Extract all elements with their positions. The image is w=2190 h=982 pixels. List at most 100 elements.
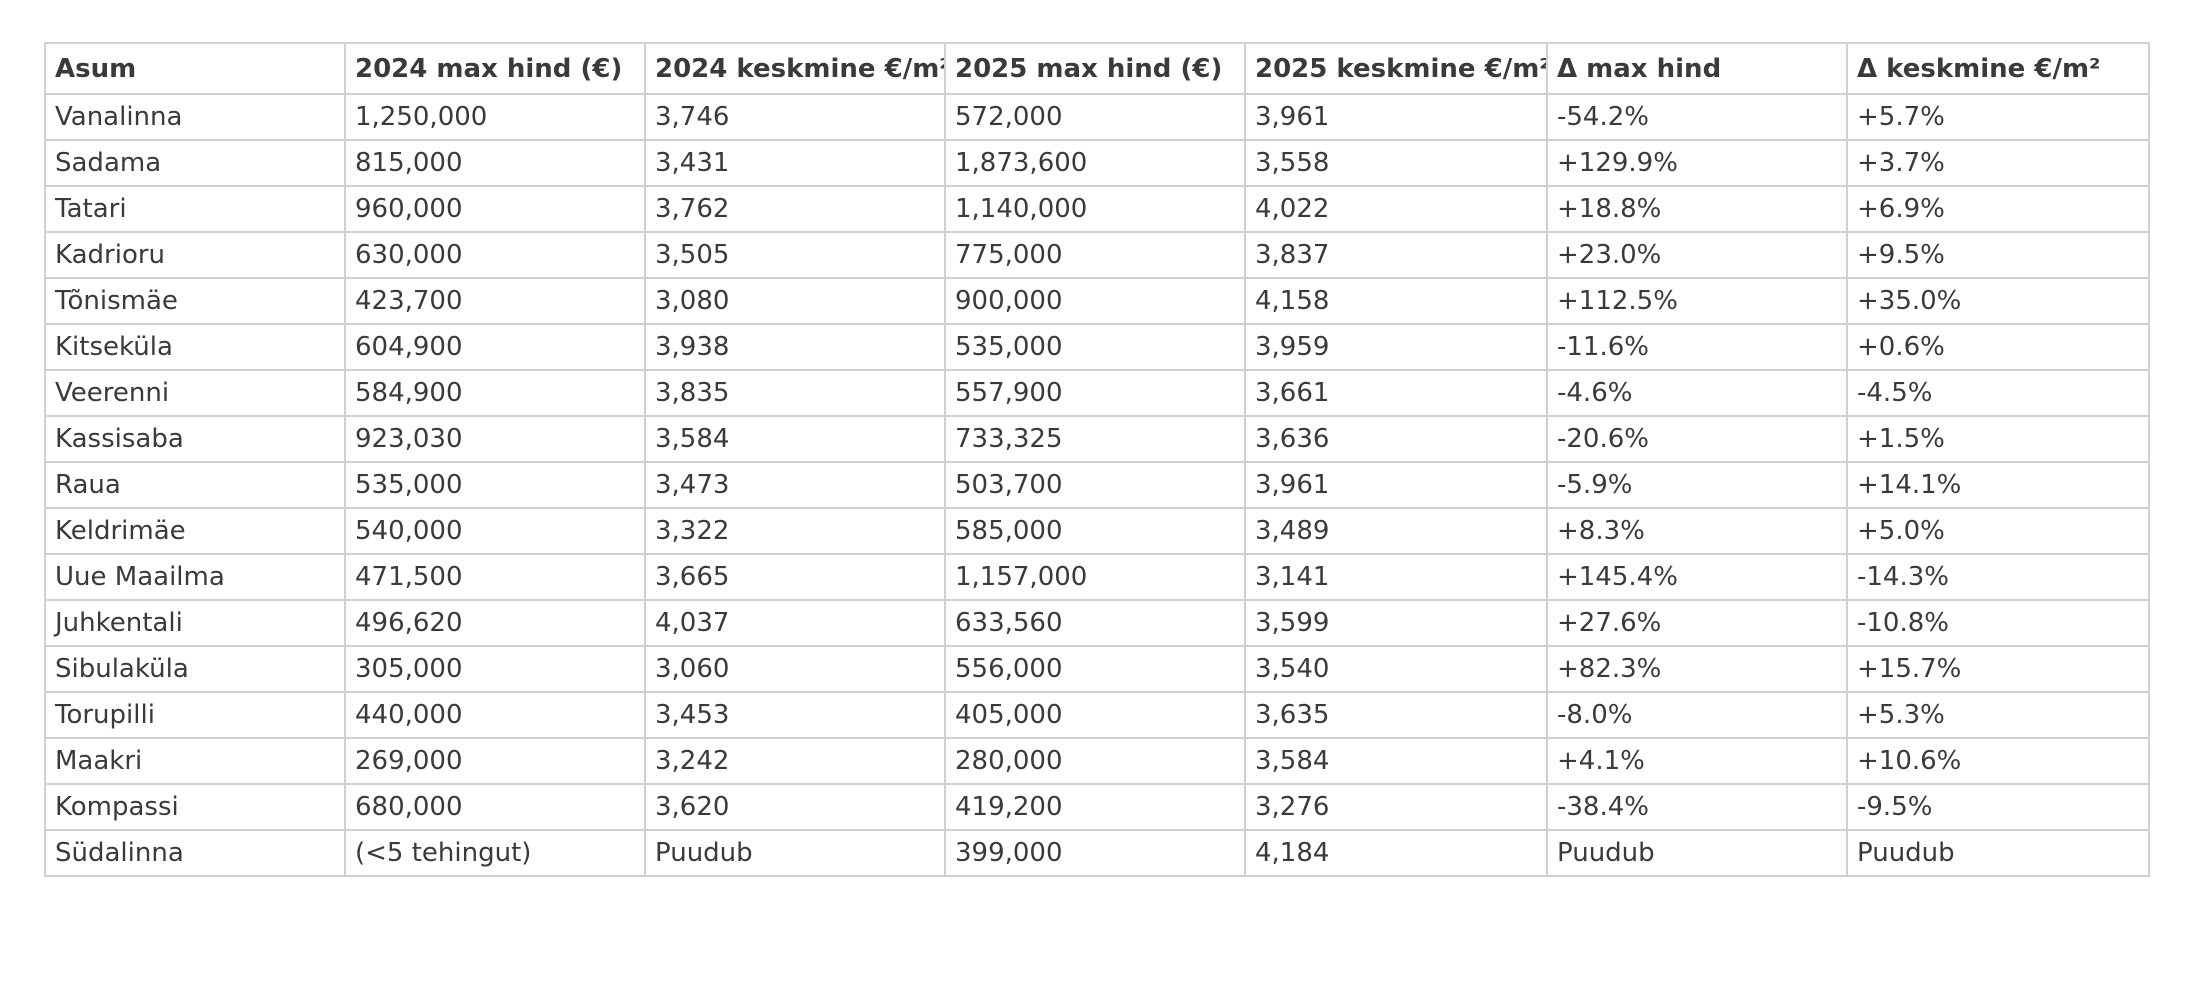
avg-sqm-2024-cell: 3,080 [644,277,946,325]
max-price-2024-cell: 496,620 [344,599,646,647]
avg-sqm-2024-cell: 3,431 [644,139,946,187]
header-cell-2024-avg-sqm: 2024 keskmine €/m² [644,42,946,95]
table-row: Tõnismäe 423,700 3,080 900,000 4,158 +112.5% +… [44,277,2150,325]
avg-sqm-2024-cell: 3,835 [644,369,946,417]
avg-sqm-2025-cell: 3,540 [1244,645,1548,693]
max-price-2024-cell: 305,000 [344,645,646,693]
table-row: Tatari 960,000 3,762 1,140,000 4,022 +18.8% +6… [44,185,2150,233]
max-price-2024-cell: 584,900 [344,369,646,417]
delta-max-price-cell: -38.4% [1546,783,1848,831]
table-row: Veerenni 584,900 3,835 557,900 3,661 -4.6% -4.… [44,369,2150,417]
max-price-2025-cell: 900,000 [944,277,1246,325]
avg-sqm-2024-cell: 3,584 [644,415,946,463]
delta-avg-sqm-cell: +14.1% [1846,461,2150,509]
avg-sqm-2025-cell: 3,636 [1244,415,1548,463]
district-cell: Kitseküla [44,323,346,371]
delta-max-price-cell: Puudub [1546,829,1848,877]
max-price-2024-cell: 540,000 [344,507,646,555]
avg-sqm-2025-cell: 3,837 [1244,231,1548,279]
max-price-2025-cell: 1,157,000 [944,553,1246,601]
table-row: Südalinna (<5 tehingut) Puudub 399,000 4,184… [44,829,2150,877]
max-price-2025-cell: 585,000 [944,507,1246,555]
avg-sqm-2025-cell: 3,959 [1244,323,1548,371]
table-header-row: Asum 2024 max hind (€) 2024 keskmine €/m… [44,42,2150,95]
delta-avg-sqm-cell: +35.0% [1846,277,2150,325]
delta-avg-sqm-cell: Puudub [1846,829,2150,877]
delta-avg-sqm-cell: +6.9% [1846,185,2150,233]
max-price-2025-cell: 405,000 [944,691,1246,739]
max-price-2024-cell: 680,000 [344,783,646,831]
data-table-container: Asum 2024 max hind (€) 2024 keskmine €/m… [44,42,2150,877]
max-price-2025-cell: 280,000 [944,737,1246,785]
district-cell: Tatari [44,185,346,233]
district-cell: Kassisaba [44,415,346,463]
max-price-2024-cell: 440,000 [344,691,646,739]
delta-avg-sqm-cell: +5.3% [1846,691,2150,739]
header-cell-2024-max-price: 2024 max hind (€) [344,42,646,95]
delta-max-price-cell: -11.6% [1546,323,1848,371]
table-row: Kitseküla 604,900 3,938 535,000 3,959 -11.6% +… [44,323,2150,371]
header-cell-2025-max-price: 2025 max hind (€) [944,42,1246,95]
delta-avg-sqm-cell: -9.5% [1846,783,2150,831]
table-row: Kadrioru 630,000 3,505 775,000 3,837 +23.0% +9… [44,231,2150,279]
district-cell: Tõnismäe [44,277,346,325]
avg-sqm-2024-cell: 3,473 [644,461,946,509]
district-cell: Vanalinna [44,93,346,141]
avg-sqm-2024-cell: 3,242 [644,737,946,785]
max-price-2024-cell: 1,250,000 [344,93,646,141]
table-row: Maakri 269,000 3,242 280,000 3,584 +4.1% +10.6… [44,737,2150,785]
table-row: Juhkentali 496,620 4,037 633,560 3,599 +27.6%… [44,599,2150,647]
avg-sqm-2024-cell: 3,322 [644,507,946,555]
table-row: Raua 535,000 3,473 503,700 3,961 -5.9% +14.1% [44,461,2150,509]
max-price-2024-cell: (<5 tehingut) [344,829,646,877]
district-cell: Juhkentali [44,599,346,647]
avg-sqm-2025-cell: 3,599 [1244,599,1548,647]
delta-max-price-cell: -20.6% [1546,415,1848,463]
delta-max-price-cell: +145.4% [1546,553,1848,601]
delta-avg-sqm-cell: +1.5% [1846,415,2150,463]
table-body: Vanalinna 1,250,000 3,746 572,000 3,961 -54.2… [44,93,2150,877]
district-cell: Uue Maailma [44,553,346,601]
avg-sqm-2024-cell: 3,746 [644,93,946,141]
avg-sqm-2024-cell: 3,453 [644,691,946,739]
delta-max-price-cell: +82.3% [1546,645,1848,693]
delta-avg-sqm-cell: +10.6% [1846,737,2150,785]
avg-sqm-2024-cell: 3,665 [644,553,946,601]
avg-sqm-2025-cell: 3,635 [1244,691,1548,739]
max-price-2025-cell: 556,000 [944,645,1246,693]
district-cell: Maakri [44,737,346,785]
district-cell: Südalinna [44,829,346,877]
avg-sqm-2024-cell: 3,938 [644,323,946,371]
table-row: Kompassi 680,000 3,620 419,200 3,276 -38.4% -9… [44,783,2150,831]
avg-sqm-2025-cell: 4,184 [1244,829,1548,877]
avg-sqm-2025-cell: 3,558 [1244,139,1548,187]
max-price-2025-cell: 419,200 [944,783,1246,831]
district-cell: Veerenni [44,369,346,417]
avg-sqm-2024-cell: 4,037 [644,599,946,647]
avg-sqm-2025-cell: 3,489 [1244,507,1548,555]
max-price-2025-cell: 775,000 [944,231,1246,279]
avg-sqm-2025-cell: 3,584 [1244,737,1548,785]
table-row: Torupilli 440,000 3,453 405,000 3,635 -8.0% +5… [44,691,2150,739]
district-cell: Torupilli [44,691,346,739]
delta-max-price-cell: +18.8% [1546,185,1848,233]
district-cell: Kompassi [44,783,346,831]
max-price-2024-cell: 423,700 [344,277,646,325]
max-price-2024-cell: 960,000 [344,185,646,233]
table-row: Keldrimäe 540,000 3,322 585,000 3,489 +8.3% +5… [44,507,2150,555]
max-price-2024-cell: 471,500 [344,553,646,601]
max-price-2025-cell: 399,000 [944,829,1246,877]
max-price-2024-cell: 604,900 [344,323,646,371]
avg-sqm-2024-cell: 3,505 [644,231,946,279]
delta-max-price-cell: -4.6% [1546,369,1848,417]
delta-avg-sqm-cell: -14.3% [1846,553,2150,601]
max-price-2024-cell: 815,000 [344,139,646,187]
table-row: Vanalinna 1,250,000 3,746 572,000 3,961 -54.2… [44,93,2150,141]
max-price-2025-cell: 535,000 [944,323,1246,371]
district-cell: Keldrimäe [44,507,346,555]
avg-sqm-2025-cell: 3,961 [1244,93,1548,141]
delta-max-price-cell: +112.5% [1546,277,1848,325]
max-price-2024-cell: 535,000 [344,461,646,509]
delta-avg-sqm-cell: +15.7% [1846,645,2150,693]
max-price-2025-cell: 633,560 [944,599,1246,647]
